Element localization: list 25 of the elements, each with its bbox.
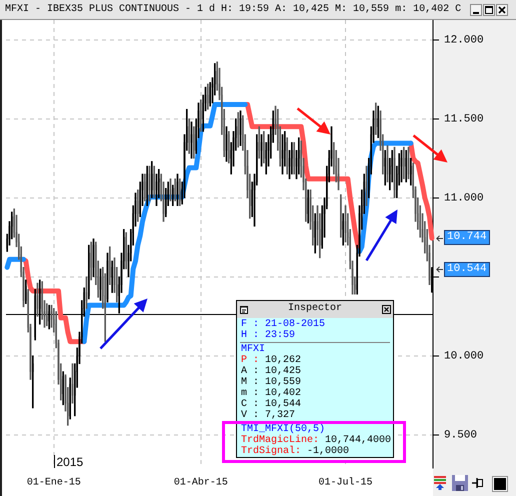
annotation: H : 23:59 [240,330,296,341]
x-tick-label: 01-Ene-15 [26,478,81,489]
annotation: TMI_MFXI(50,5) [240,424,326,435]
x-tick-label: 01-Abr-15 [174,476,228,489]
annotation: V : 7,327 [240,410,296,421]
annotation: TrdMagicLine: 10,744,4000 [241,435,392,446]
y-tick-label: 9.500 [444,430,478,442]
y-tick-label: 11.000 [444,192,484,205]
x-tick-label: 01-Jul-15 [318,476,373,489]
annotation: M : 10,559 [240,377,302,388]
annotation: MFXI [240,344,266,355]
annotation: TrdSignal: -1,0000 [241,446,350,457]
annotation: P : 10,262 [241,355,302,366]
annotation: A : 10,425 [240,366,302,377]
annotation: m : 10,402 [240,388,302,399]
y-tick-label: 12.000 [444,34,484,47]
y-tick-label: 10.000 [444,350,484,363]
chart-title: MFXI - IBEX35 PLUS CONTINUOUS - 1 d H: 19:59 A: 10,425 M: 10,559 m: 10,402 C [5,3,462,16]
annotation: 2015 [56,455,84,469]
annotation: Inspector [237,301,393,317]
y-tick-label: 11.500 [444,114,484,126]
text: 10.744 [444,230,490,246]
annotation: C : 10,544 [240,399,302,410]
text: 10.544 [444,262,490,277]
annotation: F : 21-08-2015 [240,319,326,330]
